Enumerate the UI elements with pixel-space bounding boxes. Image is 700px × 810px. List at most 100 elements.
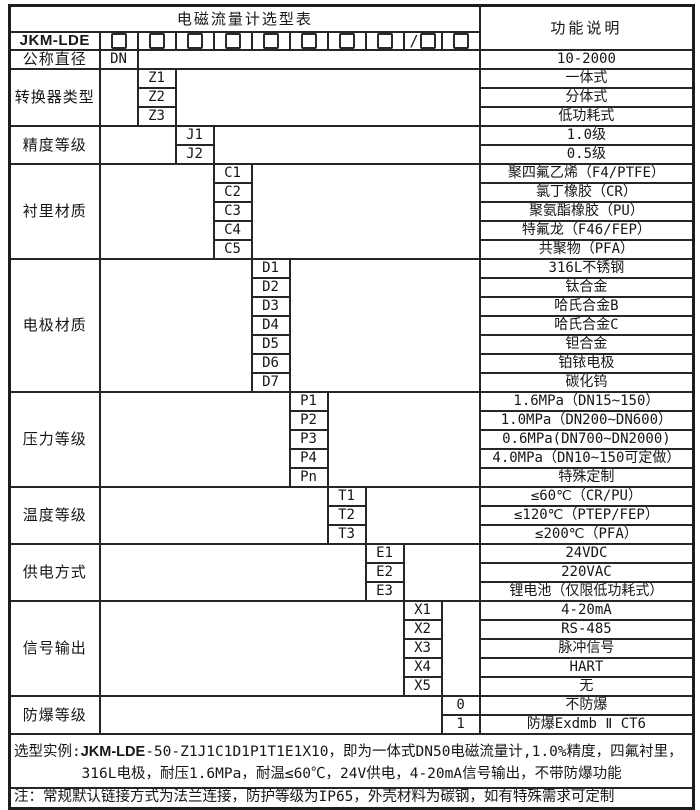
code-cell-X2: X2	[402, 619, 443, 640]
filler-cell	[136, 49, 481, 70]
code-cell-J2: J2	[174, 144, 215, 165]
checkbox-icon[interactable]	[263, 33, 279, 49]
code-cell-1: 1	[440, 714, 481, 735]
desc-cell-P4: 4.0MPa（DN10~150可定做）	[478, 448, 695, 469]
desc-cell-C2: 氯丁橡胶（CR）	[478, 182, 695, 203]
checkbox-cell-6	[288, 30, 329, 51]
category-cell-pressure-rating: 压力等级	[8, 391, 101, 488]
desc-cell-C3: 聚氨酯橡胶（PU）	[478, 201, 695, 222]
code-cell-P4: P4	[288, 448, 329, 469]
filler-cell	[326, 391, 481, 488]
table-title: 电磁流量计选型表	[8, 4, 481, 33]
code-cell-E2: E2	[364, 562, 405, 583]
checkbox-icon[interactable]	[339, 33, 355, 49]
filler-cell	[174, 68, 481, 127]
code-cell-C4: C4	[212, 220, 253, 241]
desc-cell-D3: 哈氏合金B	[478, 296, 695, 317]
code-cell-C1: C1	[212, 163, 253, 184]
category-cell-signal-output: 信号输出	[8, 600, 101, 697]
filler-cell	[98, 543, 367, 602]
checkbox-cell-3	[174, 30, 215, 51]
checkbox-cell-7	[326, 30, 367, 51]
checkbox-icon[interactable]	[301, 33, 317, 49]
category-cell-nominal-diameter: 公称直径	[8, 49, 101, 70]
checkbox-icon[interactable]	[377, 33, 393, 49]
filler-cell	[212, 125, 481, 165]
category-cell-temperature-rating: 温度等级	[8, 486, 101, 545]
desc-cell-X3: 脉冲信号	[478, 638, 695, 659]
category-cell-converter-type: 转换器类型	[8, 68, 101, 127]
filler-cell	[98, 68, 139, 127]
desc-cell-J1: 1.0级	[478, 125, 695, 146]
code-cell-D1: D1	[250, 258, 291, 279]
code-cell-0: 0	[440, 695, 481, 716]
desc-cell-Pn: 特殊定制	[478, 467, 695, 488]
checkbox-icon[interactable]	[225, 33, 241, 49]
model-code-label: JKM-LDE	[8, 30, 101, 51]
filler-cell	[98, 391, 291, 488]
desc-cell-Z1: 一体式	[478, 68, 695, 89]
code-cell-J1: J1	[174, 125, 215, 146]
example-line1: 选型实例:JKM-LDE-50-Z1J1C1D1P1T1E1X10，即为一体式D…	[12, 739, 692, 762]
desc-cell-D6: 铂铱电极	[478, 353, 695, 374]
desc-cell-0: 不防爆	[478, 695, 695, 716]
example-prefix: 选型实例:	[14, 743, 81, 760]
desc-cell-E1: 24VDC	[478, 543, 695, 564]
code-cell-D7: D7	[250, 372, 291, 393]
code-cell-C5: C5	[212, 239, 253, 260]
checkbox-icon[interactable]	[149, 33, 165, 49]
category-cell-explosion-proof: 防爆等级	[8, 695, 101, 735]
checkbox-cell-10	[440, 30, 481, 51]
filler-cell	[98, 163, 215, 260]
desc-cell-D7: 碳化钨	[478, 372, 695, 393]
desc-cell-T2: ≤120℃（PTEP/FEP）	[478, 505, 695, 526]
example-rest: -50-Z1J1C1D1P1T1E1X10，即为一体式DN50电磁流量计,1.0…	[145, 743, 683, 760]
filler-cell	[98, 258, 253, 393]
code-cell-T1: T1	[326, 486, 367, 507]
checkbox-icon[interactable]	[453, 33, 470, 49]
category-cell-liner-material: 衬里材质	[8, 163, 101, 260]
category-cell-accuracy-class: 精度等级	[8, 125, 101, 165]
filler-cell	[440, 600, 481, 697]
checkbox-icon[interactable]	[111, 33, 127, 49]
example-model-code: JKM-LDE	[80, 743, 146, 760]
checkbox-cell-2	[136, 30, 177, 51]
desc-cell-E3: 锂电池（仅限低功耗式）	[478, 581, 695, 602]
filler-cell	[98, 695, 443, 735]
desc-cell-Z2: 分体式	[478, 87, 695, 108]
code-cell-E1: E1	[364, 543, 405, 564]
desc-cell-T3: ≤200℃（PFA）	[478, 524, 695, 545]
code-cell-X4: X4	[402, 657, 443, 678]
code-cell-Z2: Z2	[136, 87, 177, 108]
desc-cell-P1: 1.6MPa（DN15~150）	[478, 391, 695, 412]
code-cell-X3: X3	[402, 638, 443, 659]
desc-cell-1: 防爆Exdmb Ⅱ CT6	[478, 714, 695, 735]
code-cell-D5: D5	[250, 334, 291, 355]
code-cell-D6: D6	[250, 353, 291, 374]
desc-cell-D4: 哈氏合金C	[478, 315, 695, 336]
checkbox-cell-8	[364, 30, 405, 51]
checkbox-cell-4	[212, 30, 253, 51]
code-cell-P3: P3	[288, 429, 329, 450]
code-cell-T3: T3	[326, 524, 367, 545]
desc-cell-C4: 特氟龙（F46/FEP）	[478, 220, 695, 241]
category-cell-power-supply: 供电方式	[8, 543, 101, 602]
checkbox-icon[interactable]	[187, 33, 203, 49]
code-cell-E3: E3	[364, 581, 405, 602]
desc-cell-X5: 无	[478, 676, 695, 697]
code-cell-P1: P1	[288, 391, 329, 412]
code-cell-D4: D4	[250, 315, 291, 336]
example-line2: 316L电极，耐压1.6MPa，耐温≤60℃，24V供电，4-20mA信号输出，…	[81, 765, 622, 782]
desc-cell-D5: 钽合金	[478, 334, 695, 355]
code-cell-P2: P2	[288, 410, 329, 431]
code-cell-T2: T2	[326, 505, 367, 526]
code-cell-X1: X1	[402, 600, 443, 621]
desc-cell-DN: 10-2000	[478, 49, 695, 70]
desc-cell-D2: 钛合金	[478, 277, 695, 298]
checkbox-icon[interactable]	[419, 33, 436, 49]
code-cell-C2: C2	[212, 182, 253, 203]
filler-cell	[364, 486, 481, 545]
filler-cell	[402, 543, 481, 602]
desc-cell-D1: 316L不锈钢	[478, 258, 695, 279]
